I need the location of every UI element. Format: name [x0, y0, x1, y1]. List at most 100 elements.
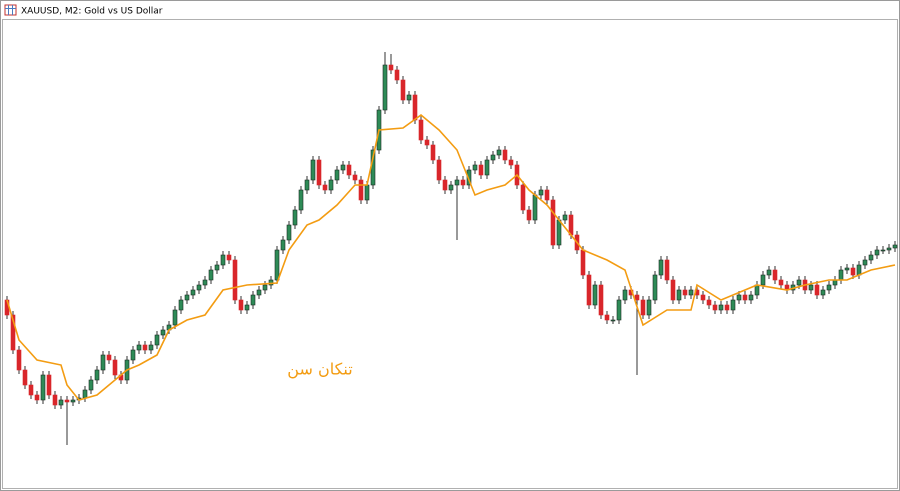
candle-body	[670, 279, 676, 301]
candle-body	[394, 69, 400, 81]
candle-body	[562, 214, 568, 221]
candle-body	[634, 294, 640, 301]
plot-border	[2, 19, 898, 489]
candle-body	[34, 394, 40, 401]
candle-body	[346, 164, 352, 176]
candle-body	[892, 244, 898, 249]
candle-body	[334, 169, 340, 181]
candle-body	[202, 279, 208, 286]
candle-body	[850, 267, 856, 276]
candle-body	[622, 289, 628, 301]
candle-body	[388, 64, 394, 71]
candle-body	[886, 247, 892, 251]
candle-body	[178, 299, 184, 311]
candle-body	[640, 299, 646, 316]
candle-body	[196, 284, 202, 291]
annotation: تنکان سن	[287, 360, 352, 380]
candle-body	[112, 359, 118, 376]
candle-body	[490, 154, 496, 161]
candle-body	[520, 184, 526, 211]
candle-body	[880, 249, 886, 252]
candle-body	[136, 344, 142, 351]
candle-body	[40, 374, 46, 401]
candle-body	[712, 304, 718, 311]
candle-body	[460, 179, 466, 186]
candle-body	[172, 309, 178, 326]
candle-body	[856, 264, 862, 276]
candle-body	[742, 294, 748, 301]
candle-body	[94, 369, 100, 381]
candle-body	[754, 284, 760, 296]
candle-body	[250, 294, 256, 306]
candle-body	[580, 249, 586, 276]
candle-body	[298, 189, 304, 211]
candle-body	[286, 224, 292, 241]
candle-body	[658, 259, 664, 276]
candle-body	[730, 299, 736, 311]
candle-body	[814, 284, 820, 296]
candle-body	[556, 219, 562, 246]
candle-body	[406, 94, 412, 101]
candle-body	[52, 394, 58, 406]
candle-body	[238, 299, 244, 311]
candle-body	[550, 199, 556, 246]
candle-body	[718, 304, 724, 311]
candle-body	[358, 179, 364, 201]
candle-body	[256, 289, 262, 296]
candle-body	[454, 179, 460, 186]
candle-body	[106, 354, 112, 361]
tenkan-line	[6, 113, 896, 401]
candle-body	[28, 384, 34, 396]
candle-body	[532, 194, 538, 221]
candle-body	[262, 284, 268, 291]
candle-body	[586, 274, 592, 306]
candle-body	[724, 304, 730, 311]
window-icon	[4, 4, 17, 16]
candle-body	[664, 259, 670, 281]
candle-body	[280, 239, 286, 251]
plot-area	[4, 52, 898, 445]
candle-body	[400, 79, 406, 101]
candle-body	[82, 389, 88, 399]
candle-body	[382, 64, 388, 111]
candle-body	[484, 159, 490, 176]
candle-body	[598, 284, 604, 316]
candle-body	[412, 94, 418, 121]
title-bar	[1, 1, 899, 20]
candle-body	[544, 189, 550, 201]
candle-body	[616, 299, 622, 321]
candle-body	[232, 259, 238, 301]
candle-body	[526, 209, 532, 221]
candle-body	[826, 284, 832, 291]
candle-body	[796, 279, 802, 286]
candle-body	[736, 294, 742, 301]
candle-body	[364, 184, 370, 201]
candle-body	[418, 119, 424, 141]
candle-body	[154, 334, 160, 346]
candle-body	[610, 319, 616, 322]
candle-body	[646, 299, 652, 316]
candle-body	[304, 179, 310, 191]
candle-body	[220, 254, 226, 266]
candle-body	[682, 289, 688, 296]
candle-body	[874, 249, 880, 256]
candle-body	[46, 374, 52, 396]
candle-body	[502, 149, 508, 161]
candle-body	[538, 189, 544, 196]
candle-body	[478, 164, 484, 176]
candle-body	[862, 259, 868, 266]
candle-body	[22, 369, 28, 386]
candle-body	[130, 349, 136, 361]
candle-body	[424, 139, 430, 146]
candle-body	[310, 159, 316, 181]
candle-body	[592, 284, 598, 306]
candle-body	[766, 269, 772, 276]
candle-body	[10, 314, 16, 351]
candle-body	[700, 294, 706, 301]
candle-body	[442, 179, 448, 191]
candle-body	[100, 354, 106, 371]
candle-body	[190, 289, 196, 296]
candle-body	[604, 314, 610, 321]
candle-body	[316, 159, 322, 186]
